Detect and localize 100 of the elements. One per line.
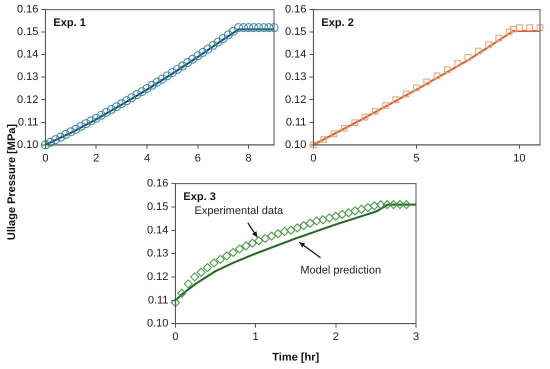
- x-tick-label: 1: [252, 331, 259, 344]
- point: [122, 96, 132, 106]
- point: [423, 78, 430, 86]
- y-tick-label: 0.10: [16, 138, 38, 151]
- point: [172, 64, 182, 74]
- point: [214, 38, 223, 47]
- y-tick-label: 0.15: [146, 200, 168, 213]
- point: [495, 34, 502, 42]
- point: [331, 212, 340, 221]
- y-tick-label: 0.16: [284, 4, 306, 16]
- y-tick-label: 0.12: [16, 94, 38, 106]
- point: [51, 135, 60, 144]
- point: [208, 40, 218, 50]
- point: [372, 108, 379, 115]
- point: [376, 200, 386, 210]
- point: [434, 72, 440, 80]
- x-tick-label: 0: [172, 331, 178, 344]
- y-axis-title: Ullage Pressure [MPa]: [6, 122, 18, 242]
- x-tick-label: 2: [93, 152, 100, 164]
- point: [193, 51, 202, 60]
- text: Exp. 2: [321, 17, 354, 30]
- point: [351, 119, 358, 126]
- x-tick-label: 0: [42, 152, 48, 164]
- point: [464, 54, 472, 61]
- point: [324, 213, 334, 222]
- point: [224, 30, 233, 40]
- point: [239, 23, 248, 32]
- x-tick-label: 6: [194, 152, 201, 164]
- point: [260, 234, 270, 243]
- point: [382, 102, 389, 109]
- point: [506, 28, 512, 36]
- point: [117, 99, 126, 108]
- y-tick-label: 0.16: [146, 178, 168, 190]
- x-tick-label: 0: [310, 152, 316, 164]
- point: [350, 206, 360, 216]
- y-tick-label: 0.15: [284, 26, 306, 38]
- point: [280, 226, 289, 236]
- point: [102, 108, 111, 117]
- point: [310, 141, 317, 148]
- x-tick-label: 10: [513, 152, 526, 164]
- point: [112, 102, 122, 112]
- point: [264, 23, 274, 32]
- point: [40, 140, 50, 150]
- y-tick-label: 0.11: [18, 116, 38, 128]
- point: [61, 130, 70, 139]
- point: [127, 93, 136, 102]
- point: [362, 114, 368, 120]
- point: [312, 216, 322, 226]
- point: [392, 96, 400, 104]
- point: [162, 71, 172, 80]
- y-tick-label: 0.12: [146, 270, 168, 283]
- point: [485, 41, 492, 48]
- point: [209, 258, 218, 268]
- x-tick-label: 4: [144, 152, 150, 164]
- point: [320, 136, 328, 143]
- x-tick-label: 5: [413, 152, 420, 164]
- point: [86, 116, 96, 126]
- y-tick-label: 0.12: [284, 94, 306, 106]
- point: [254, 23, 264, 32]
- point: [516, 24, 523, 31]
- point: [71, 124, 80, 134]
- text: Exp. 1: [53, 17, 86, 30]
- point: [330, 130, 338, 138]
- y-tick-label: 0.10: [284, 138, 306, 151]
- point: [178, 61, 188, 70]
- point: [249, 23, 258, 32]
- point: [202, 263, 212, 272]
- point: [402, 90, 410, 98]
- point: [510, 26, 517, 33]
- point: [340, 125, 348, 132]
- point: [66, 127, 76, 136]
- point: [306, 218, 315, 228]
- point: [413, 84, 420, 92]
- point: [196, 268, 206, 277]
- point: [318, 215, 328, 224]
- point: [526, 24, 534, 31]
- annotation: Experimental data: [194, 204, 284, 217]
- y-tick-label: 0.15: [16, 26, 38, 38]
- point: [259, 23, 268, 32]
- point: [92, 114, 101, 123]
- annotation: Model prediction: [300, 264, 382, 276]
- y-tick-label: 0.10: [146, 318, 168, 330]
- point: [46, 138, 55, 147]
- y-tick-label: 0.14: [146, 224, 168, 236]
- point: [444, 66, 451, 74]
- point: [402, 200, 411, 210]
- point: [244, 23, 254, 32]
- point: [183, 58, 192, 68]
- point: [299, 221, 308, 230]
- point: [454, 60, 461, 67]
- point: [292, 223, 302, 232]
- point: [286, 226, 296, 235]
- point: [184, 279, 193, 288]
- y-tick-label: 0.11: [148, 294, 168, 306]
- point: [363, 203, 372, 212]
- x-axis-title: Time [hr]: [272, 351, 320, 364]
- point: [152, 78, 162, 87]
- point: [338, 210, 347, 219]
- point: [274, 229, 283, 238]
- point: [132, 90, 142, 100]
